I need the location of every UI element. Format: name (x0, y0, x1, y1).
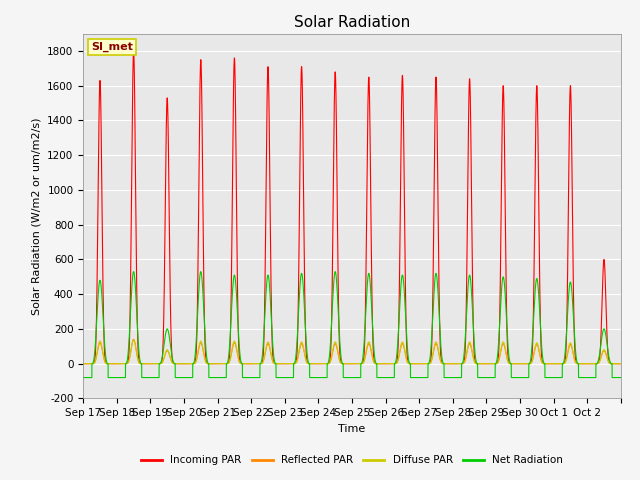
Text: SI_met: SI_met (92, 42, 133, 52)
Title: Solar Radiation: Solar Radiation (294, 15, 410, 30)
X-axis label: Time: Time (339, 424, 365, 433)
Y-axis label: Solar Radiation (W/m2 or um/m2/s): Solar Radiation (W/m2 or um/m2/s) (31, 117, 42, 315)
Legend: Incoming PAR, Reflected PAR, Diffuse PAR, Net Radiation: Incoming PAR, Reflected PAR, Diffuse PAR… (137, 451, 567, 469)
